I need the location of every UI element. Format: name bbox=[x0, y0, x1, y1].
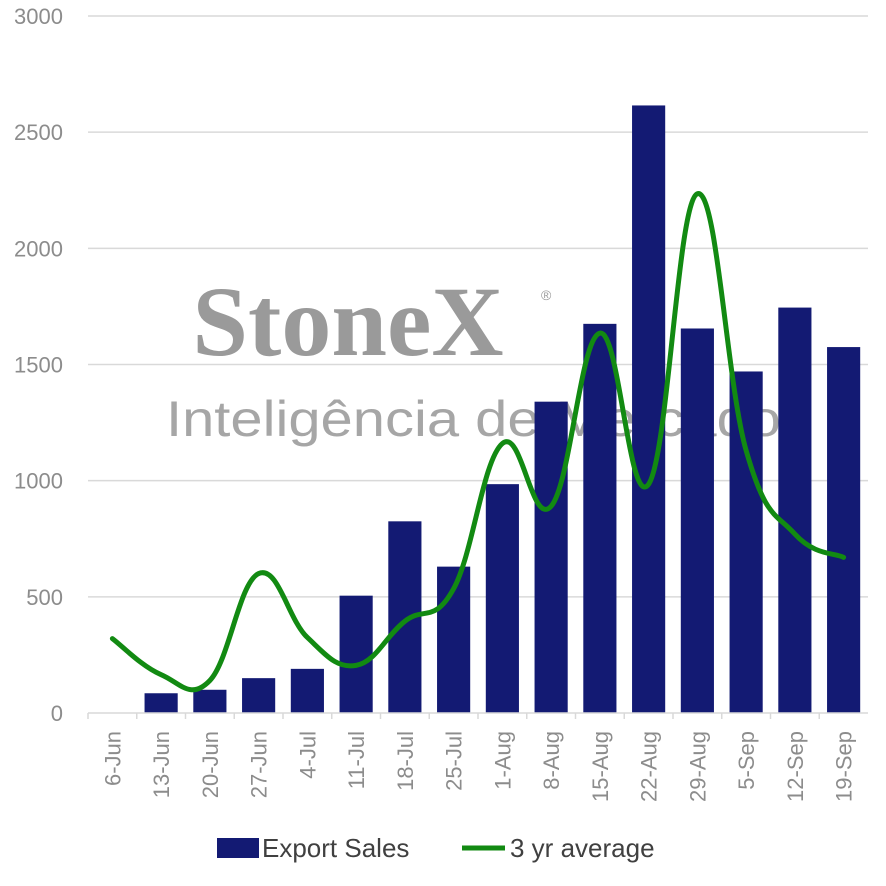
bar-export-sales bbox=[729, 371, 763, 713]
bar-export-sales bbox=[242, 678, 276, 713]
bar-export-sales bbox=[827, 347, 861, 713]
x-tick-label: 27-Jun bbox=[247, 731, 272, 798]
y-tick-label: 2000 bbox=[14, 236, 63, 261]
x-tick-label: 11-Jul bbox=[344, 731, 369, 789]
y-tick-label: 1500 bbox=[14, 353, 63, 378]
x-tick-label: 13-Jun bbox=[149, 731, 174, 798]
x-tick-label: 1-Aug bbox=[490, 731, 515, 790]
x-axis-ticks: 6-Jun 13-Jun 20-Jun 27-Jun 4-Jul 11-Jul 18-Jul… bbox=[87, 713, 857, 802]
x-tick-label: 29-Aug bbox=[685, 731, 710, 802]
export-sales-bars bbox=[144, 105, 861, 713]
watermark-subtitle: Inteligência de Mercado bbox=[166, 391, 781, 447]
x-tick-label: 18-Jul bbox=[393, 731, 418, 791]
x-tick-label: 4-Jul bbox=[295, 731, 320, 779]
bar-export-sales bbox=[193, 689, 227, 713]
legend-export-sales: Export Sales bbox=[262, 833, 409, 863]
bar-export-sales bbox=[583, 323, 617, 713]
bar-export-sales bbox=[632, 105, 666, 713]
bar-export-sales bbox=[290, 668, 324, 713]
bar-export-sales bbox=[534, 401, 568, 713]
legend-three-year-average: 3 yr average bbox=[510, 833, 655, 863]
stonex-watermark: StoneX ® Inteligência de Mercado bbox=[166, 266, 781, 447]
y-tick-label: 500 bbox=[26, 585, 63, 610]
y-tick-label: 0 bbox=[51, 701, 63, 726]
x-tick-label: 6-Jun bbox=[100, 731, 125, 786]
y-tick-label: 1000 bbox=[14, 469, 63, 494]
bar-export-sales bbox=[339, 595, 373, 713]
three-year-average-line bbox=[109, 191, 847, 693]
y-tick-label: 3000 bbox=[14, 4, 63, 29]
y-tick-label: 2500 bbox=[14, 120, 63, 145]
x-tick-label: 12-Sep bbox=[783, 731, 808, 802]
x-tick-label: 19-Sep bbox=[832, 731, 857, 802]
x-tick-label: 15-Aug bbox=[588, 731, 613, 802]
legend: Export Sales 3 yr average bbox=[217, 833, 655, 863]
registered-mark-icon: ® bbox=[541, 287, 552, 303]
legend-bar-swatch bbox=[217, 838, 259, 858]
x-tick-label: 22-Aug bbox=[637, 731, 662, 802]
watermark-logo-text: StoneX bbox=[192, 266, 503, 377]
x-tick-label: 25-Jul bbox=[442, 731, 467, 791]
bar-export-sales bbox=[144, 693, 178, 713]
bar-export-sales bbox=[485, 484, 519, 713]
x-tick-label: 20-Jun bbox=[198, 731, 223, 798]
x-tick-label: 8-Aug bbox=[539, 731, 564, 790]
bar-export-sales bbox=[778, 307, 812, 713]
y-axis-ticks: 0 500 1000 1500 2000 2500 3000 bbox=[14, 4, 63, 726]
bar-export-sales bbox=[680, 328, 714, 713]
x-tick-label: 5-Sep bbox=[734, 731, 759, 790]
